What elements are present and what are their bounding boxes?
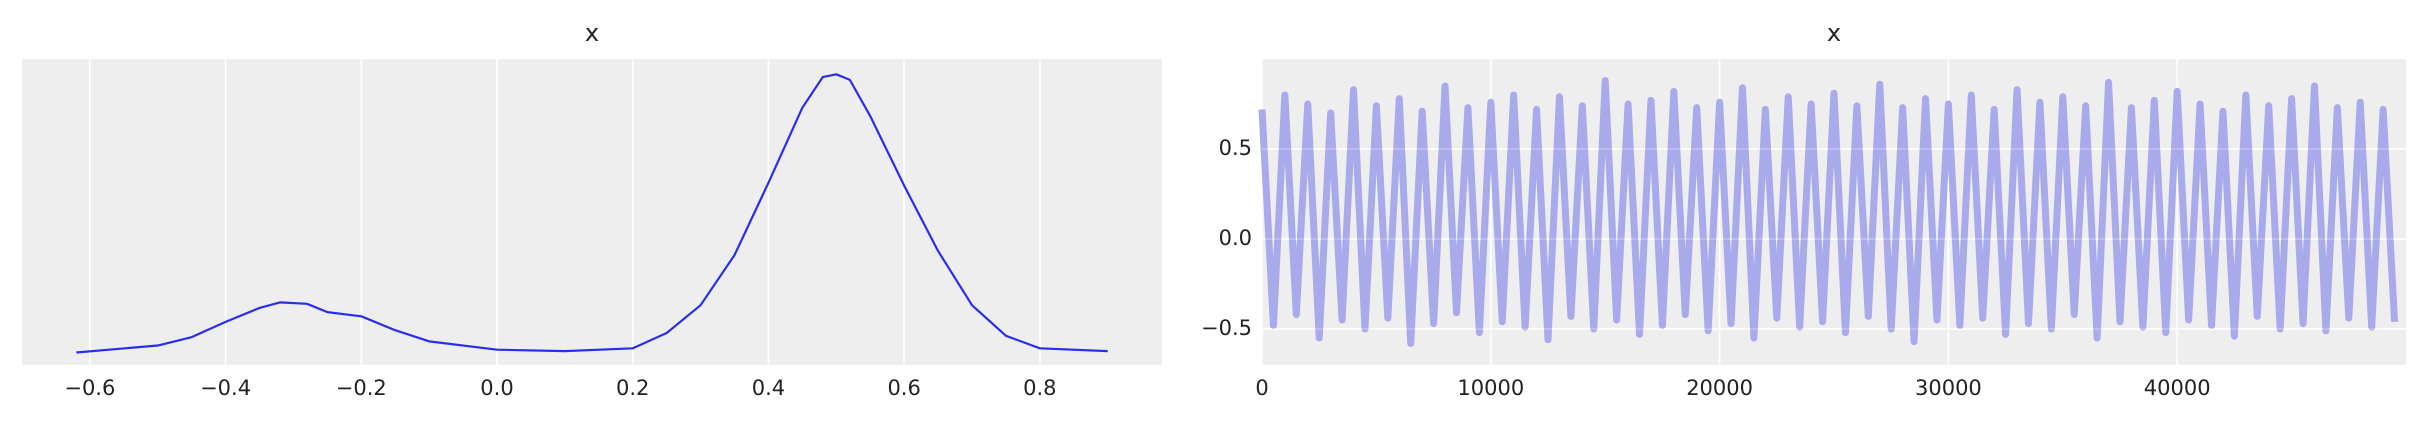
x-tick-label: 0.2 xyxy=(616,376,649,400)
x-tick-label: 40000 xyxy=(2144,376,2211,400)
x-tick-label: −0.4 xyxy=(200,376,251,400)
x-tick-label: −0.2 xyxy=(336,376,387,400)
series-line xyxy=(1258,77,2399,347)
x-tick-label: 20000 xyxy=(1686,376,1753,400)
y-tick-label: 0.0 xyxy=(1219,226,1252,250)
x-tick-label: −0.6 xyxy=(64,376,115,400)
plot-area xyxy=(22,59,1162,365)
x-tick-label: 0.6 xyxy=(887,376,920,400)
y-tick-label: 0.5 xyxy=(1219,136,1252,160)
series-line xyxy=(76,73,1108,354)
x-tick-label: 30000 xyxy=(1915,376,1982,400)
x-tick-label: 10000 xyxy=(1457,376,1524,400)
x-tick-label: 0 xyxy=(1255,376,1268,400)
x-tick-label: 0.4 xyxy=(752,376,785,400)
x-tick-label: 0.8 xyxy=(1023,376,1056,400)
chart-title: x xyxy=(585,19,599,47)
x-tick-label: 0.0 xyxy=(480,376,513,400)
y-tick-label: −0.5 xyxy=(1201,316,1252,340)
chart-title: x xyxy=(1827,19,1841,47)
